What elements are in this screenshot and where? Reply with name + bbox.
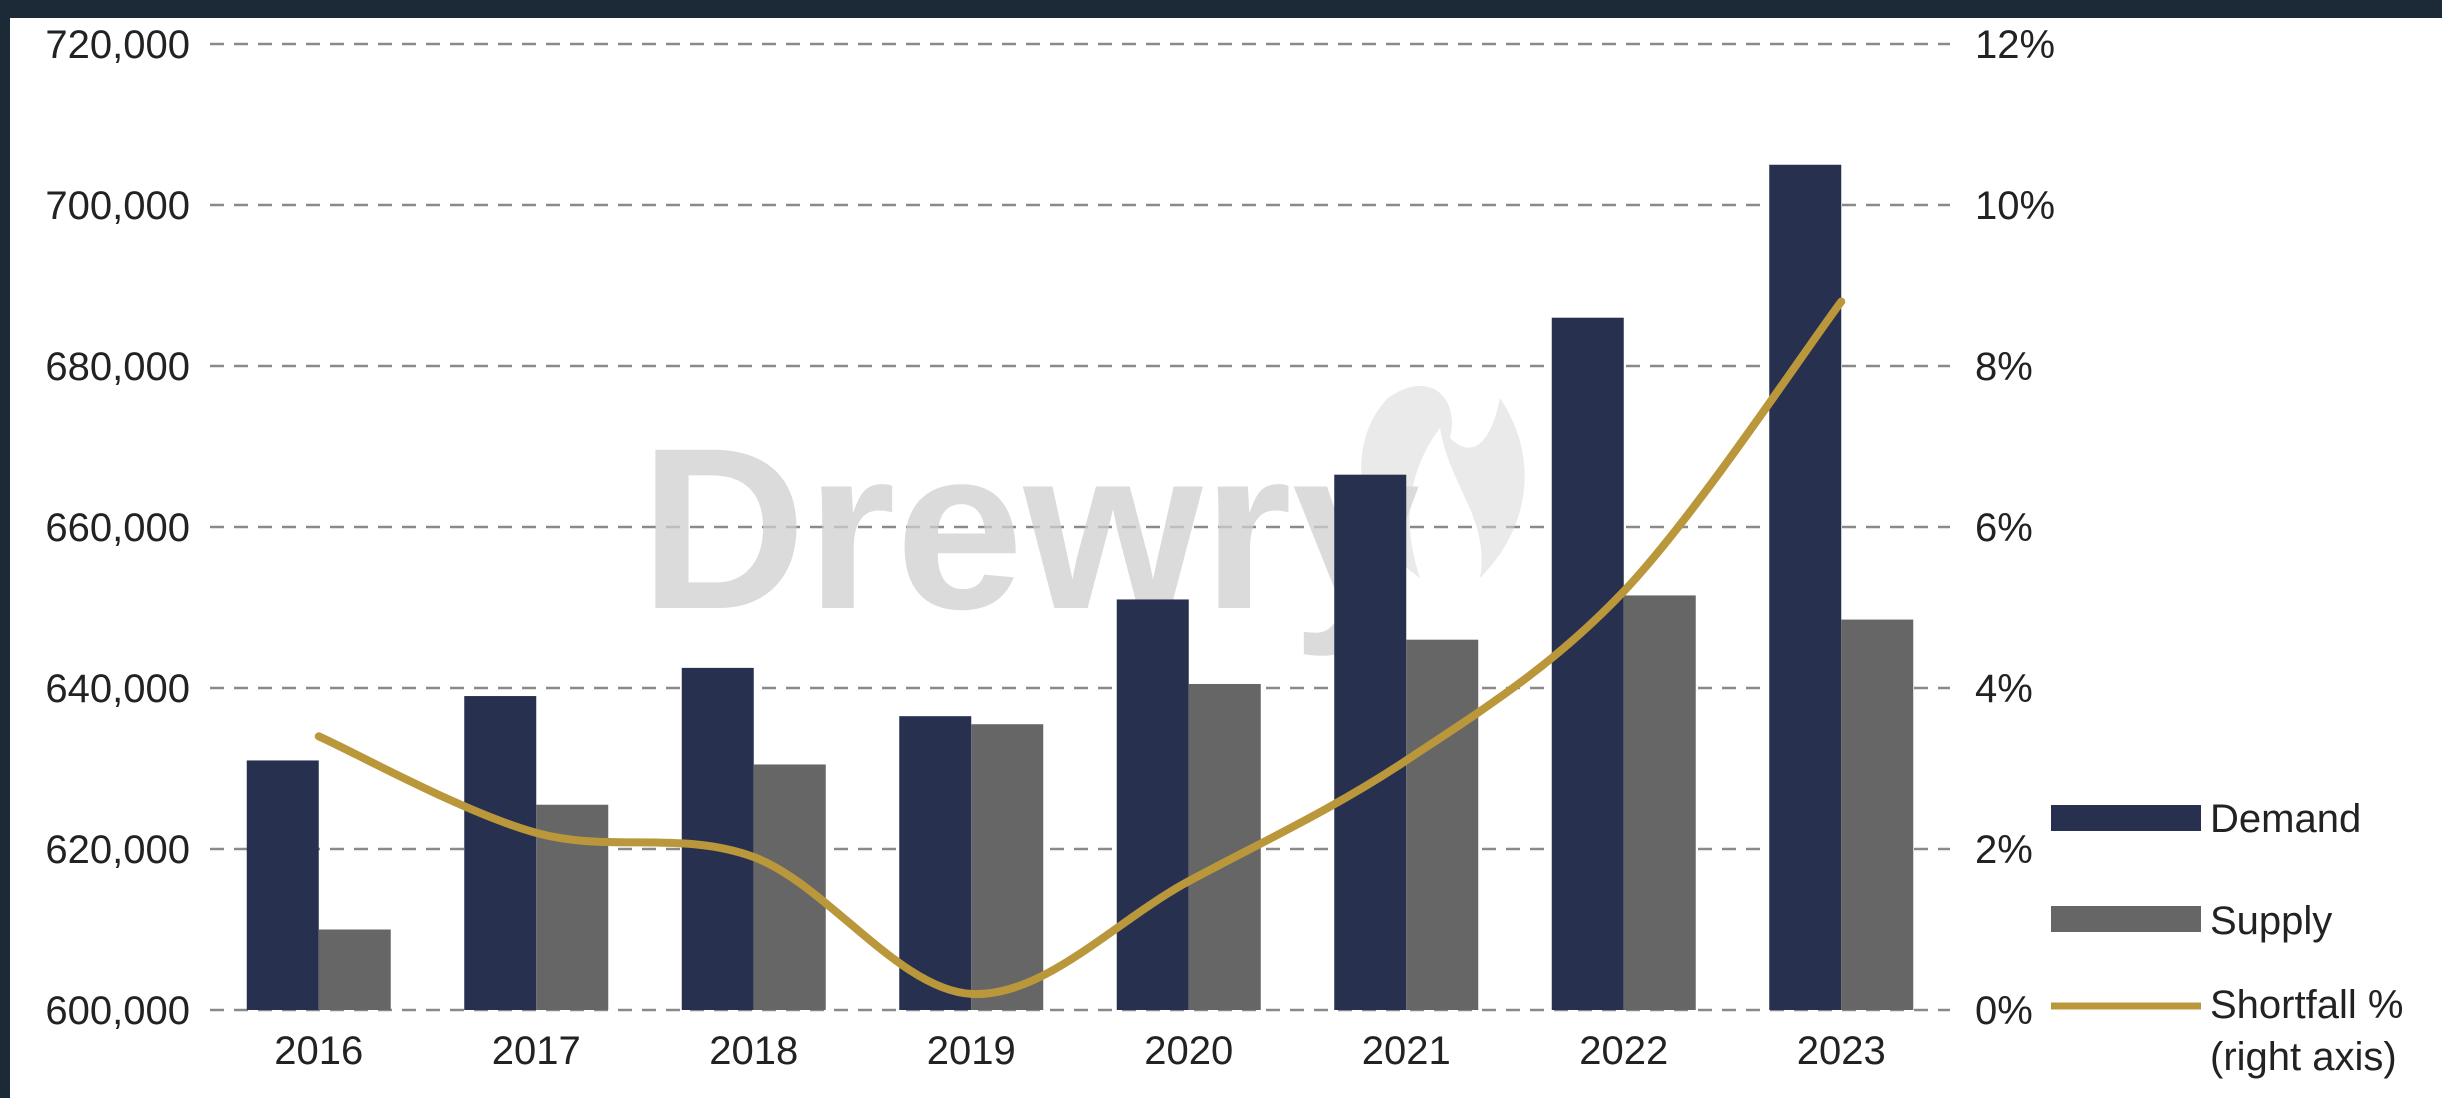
right-axis-tick-label: 12% [1975, 23, 2055, 67]
right-axis-tick-label: 6% [1975, 506, 2033, 550]
left-axis-tick-label: 720,000 [45, 23, 190, 67]
x-axis-labels: 2016 2017 2018 2019 2020 2021 2022 2023 [274, 1029, 1885, 1073]
x-axis-tick-label: 2023 [1797, 1029, 1886, 1073]
right-axis-labels: 0% 2% 4% 6% 8% 10% 12% [1975, 23, 2055, 1033]
right-axis-tick-label: 2% [1975, 828, 2033, 872]
left-axis-tick-label: 640,000 [45, 667, 190, 711]
left-axis-tick-label: 700,000 [45, 184, 190, 228]
bar-demand-2019 [899, 716, 972, 1010]
bar-demand-2017 [464, 696, 537, 1010]
right-axis-tick-label: 4% [1975, 667, 2033, 711]
bar-supply-2019 [971, 724, 1044, 1010]
legend-shortfall-label: Shortfall % [2210, 983, 2403, 1027]
left-axis-tick-label: 680,000 [45, 345, 190, 389]
bar-supply-2018 [753, 764, 826, 1010]
bar-supply-2022 [1623, 595, 1696, 1010]
bar-demand-2016 [246, 760, 319, 1010]
x-axis-tick-label: 2021 [1362, 1029, 1451, 1073]
left-axis-tick-label: 620,000 [45, 828, 190, 872]
bar-supply-2021 [1406, 639, 1479, 1010]
bar-supply-2023 [1841, 619, 1914, 1010]
x-axis-tick-label: 2018 [709, 1029, 798, 1073]
right-axis-tick-label: 10% [1975, 184, 2055, 228]
bar-group [246, 164, 1914, 1010]
x-axis-tick-label: 2020 [1144, 1029, 1233, 1073]
right-axis-tick-label: 0% [1975, 989, 2033, 1033]
x-axis-tick-label: 2019 [927, 1029, 1016, 1073]
legend-supply-label: Supply [2210, 899, 2332, 943]
bar-demand-2021 [1334, 474, 1407, 1010]
bar-demand-2022 [1551, 317, 1624, 1010]
left-axis-tick-label: 660,000 [45, 506, 190, 550]
legend: Demand Supply Shortfall % (right axis) [2051, 797, 2403, 1079]
legend-demand-label: Demand [2210, 797, 2361, 841]
chart-panel: Drewry 600,000 620,000 640,000 660,000 680,0… [10, 18, 2442, 1098]
watermark-text: Drewry [640, 400, 1420, 657]
x-axis-tick-label: 2016 [274, 1029, 363, 1073]
legend-shortfall-label-note: (right axis) [2210, 1035, 2397, 1079]
legend-demand-swatch [2051, 805, 2201, 831]
left-axis-tick-label: 600,000 [45, 989, 190, 1033]
dual-axis-bar-line-chart: Drewry 600,000 620,000 640,000 660,000 680,0… [45, 23, 2403, 1079]
bar-demand-2018 [681, 667, 754, 1010]
x-axis-tick-label: 2022 [1579, 1029, 1668, 1073]
bar-supply-2016 [318, 929, 391, 1010]
bar-demand-2023 [1769, 164, 1842, 1010]
shortfall-line-group [314, 297, 1846, 998]
x-axis-tick-label: 2017 [492, 1029, 581, 1073]
left-axis-labels: 600,000 620,000 640,000 660,000 680,000 700,0… [45, 23, 190, 1033]
bar-demand-2020 [1116, 599, 1189, 1010]
right-axis-tick-label: 8% [1975, 345, 2033, 389]
legend-supply-swatch [2051, 906, 2201, 932]
